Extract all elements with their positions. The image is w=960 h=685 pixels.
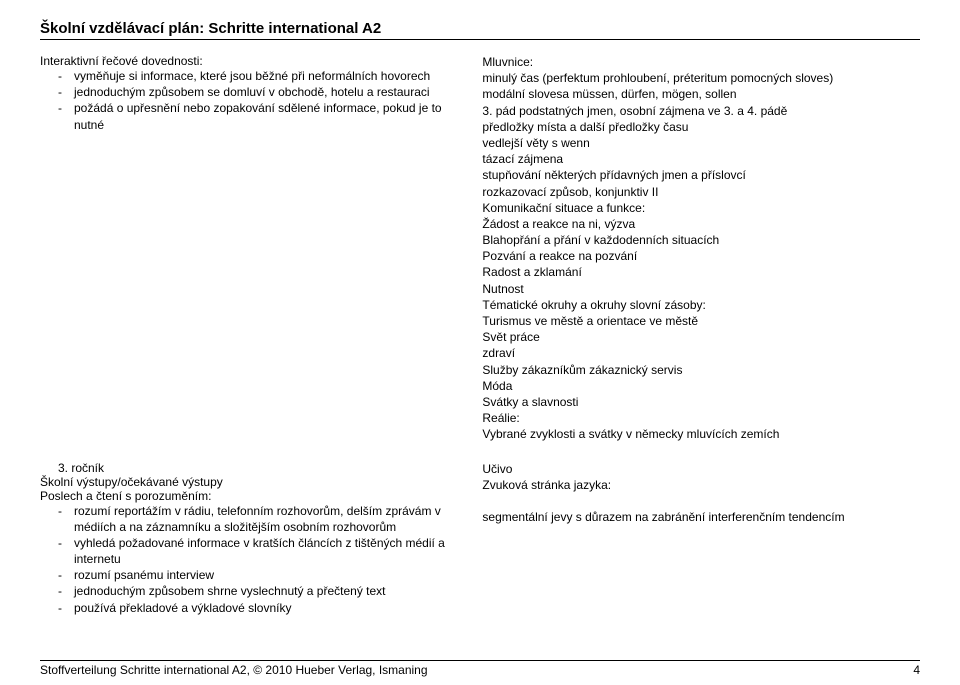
text-line: zdraví [482,345,920,361]
text-line: Blahopřání a přání v každodenních situac… [482,232,920,248]
block1-left: Interaktivní řečové dovednosti: vyměňuje… [40,54,462,443]
text-line: 3. pád podstatných jmen, osobní zájmena … [482,103,920,119]
text-line: rozkazovací způsob, konjunktiv II [482,184,920,200]
block2-left-list: rozumí reportážím v rádiu, telefonním ro… [40,503,462,616]
block2-right-heading1: Učivo [482,461,920,477]
text-line: vedlejší věty s wenn [482,135,920,151]
list-item: jednoduchým způsobem se domluví v obchod… [58,84,462,100]
block1-left-heading: Interaktivní řečové dovednosti: [40,54,462,68]
text-line: Svět práce [482,329,920,345]
footer-page-number: 4 [913,663,920,677]
text-line: modální slovesa müssen, dürfen, mögen, s… [482,86,920,102]
block1-left-list: vyměňuje si informace, které jsou běžné … [40,68,462,133]
block1-right: Mluvnice: minulý čas (perfektum prohloub… [482,54,920,443]
text-line: předložky místa a další předložky času [482,119,920,135]
block2-left-heading2: Školní výstupy/očekávané výstupy [40,475,462,489]
list-item: jednoduchým způsobem shrne vyslechnutý a… [58,583,462,599]
block-1: Interaktivní řečové dovednosti: vyměňuje… [40,54,920,443]
list-item: používá překladové a výkladové slovníky [58,600,462,616]
text-line: tázací zájmena [482,151,920,167]
text-line: Reálie: [482,410,920,426]
text-line: Nutnost [482,281,920,297]
text-line: Pozvání a reakce na pozvání [482,248,920,264]
block2-right: Učivo Zvuková stránka jazyka: segmentáln… [482,461,920,616]
text-line: Tématické okruhy a okruhy slovní zásoby: [482,297,920,313]
text-line: minulý čas (perfektum prohloubení, préte… [482,70,920,86]
text-line: Svátky a slavnosti [482,394,920,410]
text-line-blank [482,493,920,509]
page-title: Školní vzdělávací plán: Schritte interna… [40,20,920,40]
text-line: Vybrané zvyklosti a svátky v německy mlu… [482,426,920,442]
text-line: Služby zákazníkům zákaznický servis [482,362,920,378]
text-line: Móda [482,378,920,394]
list-item: vyměňuje si informace, které jsou běžné … [58,68,462,84]
block2-left: 3. ročník Školní výstupy/očekávané výstu… [40,461,462,616]
page-footer: Stoffverteilung Schritte international A… [40,660,920,677]
text-line: segmentální jevy s důrazem na zabránění … [482,509,920,525]
footer-left: Stoffverteilung Schritte international A… [40,663,428,677]
list-item: požádá o upřesnění nebo zopakování sděle… [58,100,462,132]
block2-right-heading2: Zvuková stránka jazyka: [482,477,920,493]
text-line: Radost a zklamání [482,264,920,280]
block2-left-heading1: 3. ročník [40,461,462,475]
text-line: stupňování některých přídavných jmen a p… [482,167,920,183]
text-line: Komunikační situace a funkce: [482,200,920,216]
list-item: rozumí psanému interview [58,567,462,583]
block1-right-heading: Mluvnice: [482,54,920,70]
block-2: 3. ročník Školní výstupy/očekávané výstu… [40,461,920,616]
block2-left-heading3: Poslech a čtení s porozuměním: [40,489,462,503]
text-line: Turismus ve městě a orientace ve městě [482,313,920,329]
text-line: Žádost a reakce na ni, výzva [482,216,920,232]
list-item: vyhledá požadované informace v kratších … [58,535,462,567]
list-item: rozumí reportážím v rádiu, telefonním ro… [58,503,462,535]
